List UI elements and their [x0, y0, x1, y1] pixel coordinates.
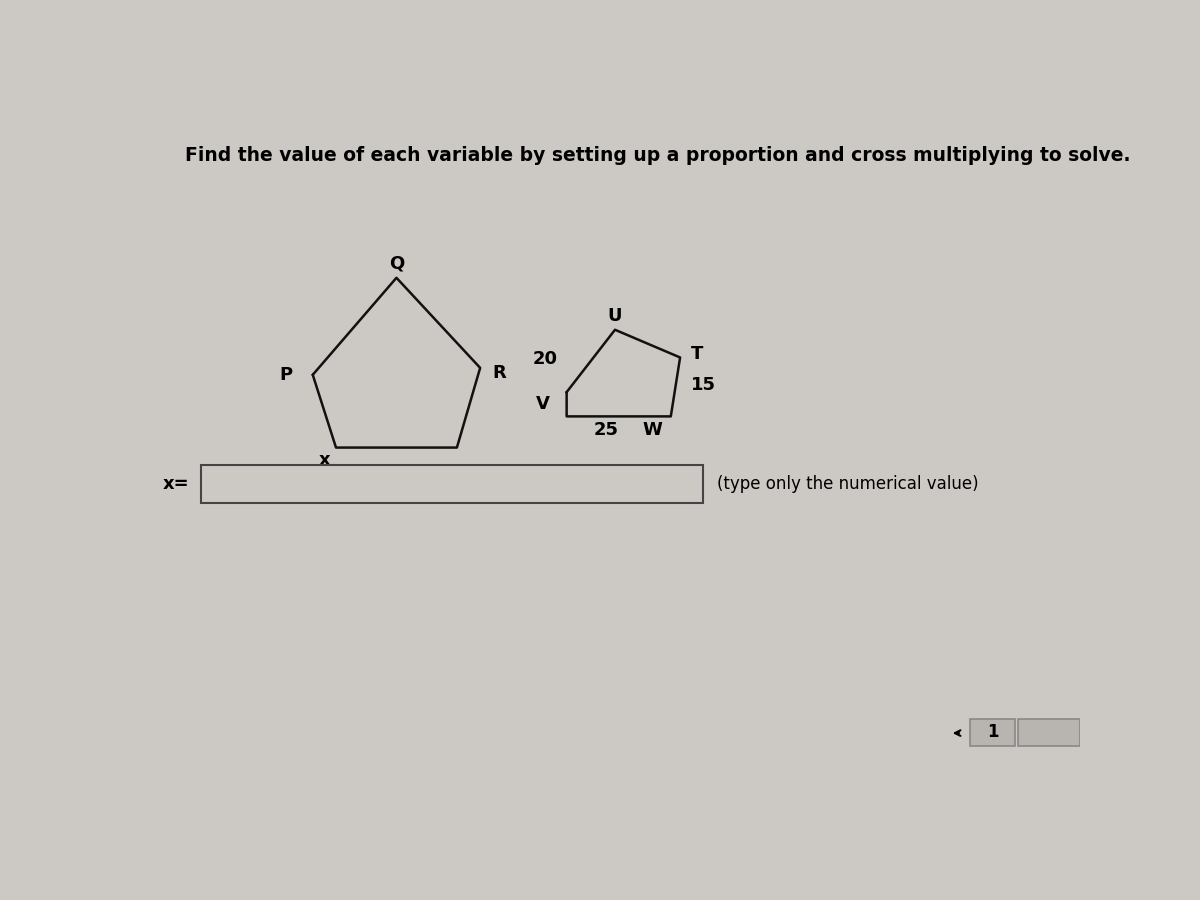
- Text: (type only the numerical value): (type only the numerical value): [718, 475, 979, 493]
- Text: x=: x=: [162, 475, 190, 493]
- Bar: [1018, 719, 1080, 745]
- Text: U: U: [607, 307, 623, 325]
- Text: 1: 1: [986, 724, 998, 742]
- Bar: [202, 465, 703, 503]
- Text: Find the value of each variable by setting up a proportion and cross multiplying: Find the value of each variable by setti…: [185, 146, 1130, 165]
- Text: T: T: [691, 345, 703, 363]
- Text: 20: 20: [533, 350, 557, 368]
- Text: R: R: [492, 364, 506, 382]
- Text: V: V: [536, 395, 550, 413]
- Text: 15: 15: [691, 376, 716, 394]
- Text: x: x: [319, 451, 331, 469]
- Text: P: P: [280, 365, 293, 383]
- Text: W: W: [643, 421, 662, 439]
- Text: Q: Q: [389, 255, 404, 273]
- Text: 25: 25: [593, 421, 618, 439]
- Text: S: S: [296, 468, 310, 486]
- Text: 35: 35: [386, 468, 412, 486]
- Bar: [971, 719, 1015, 745]
